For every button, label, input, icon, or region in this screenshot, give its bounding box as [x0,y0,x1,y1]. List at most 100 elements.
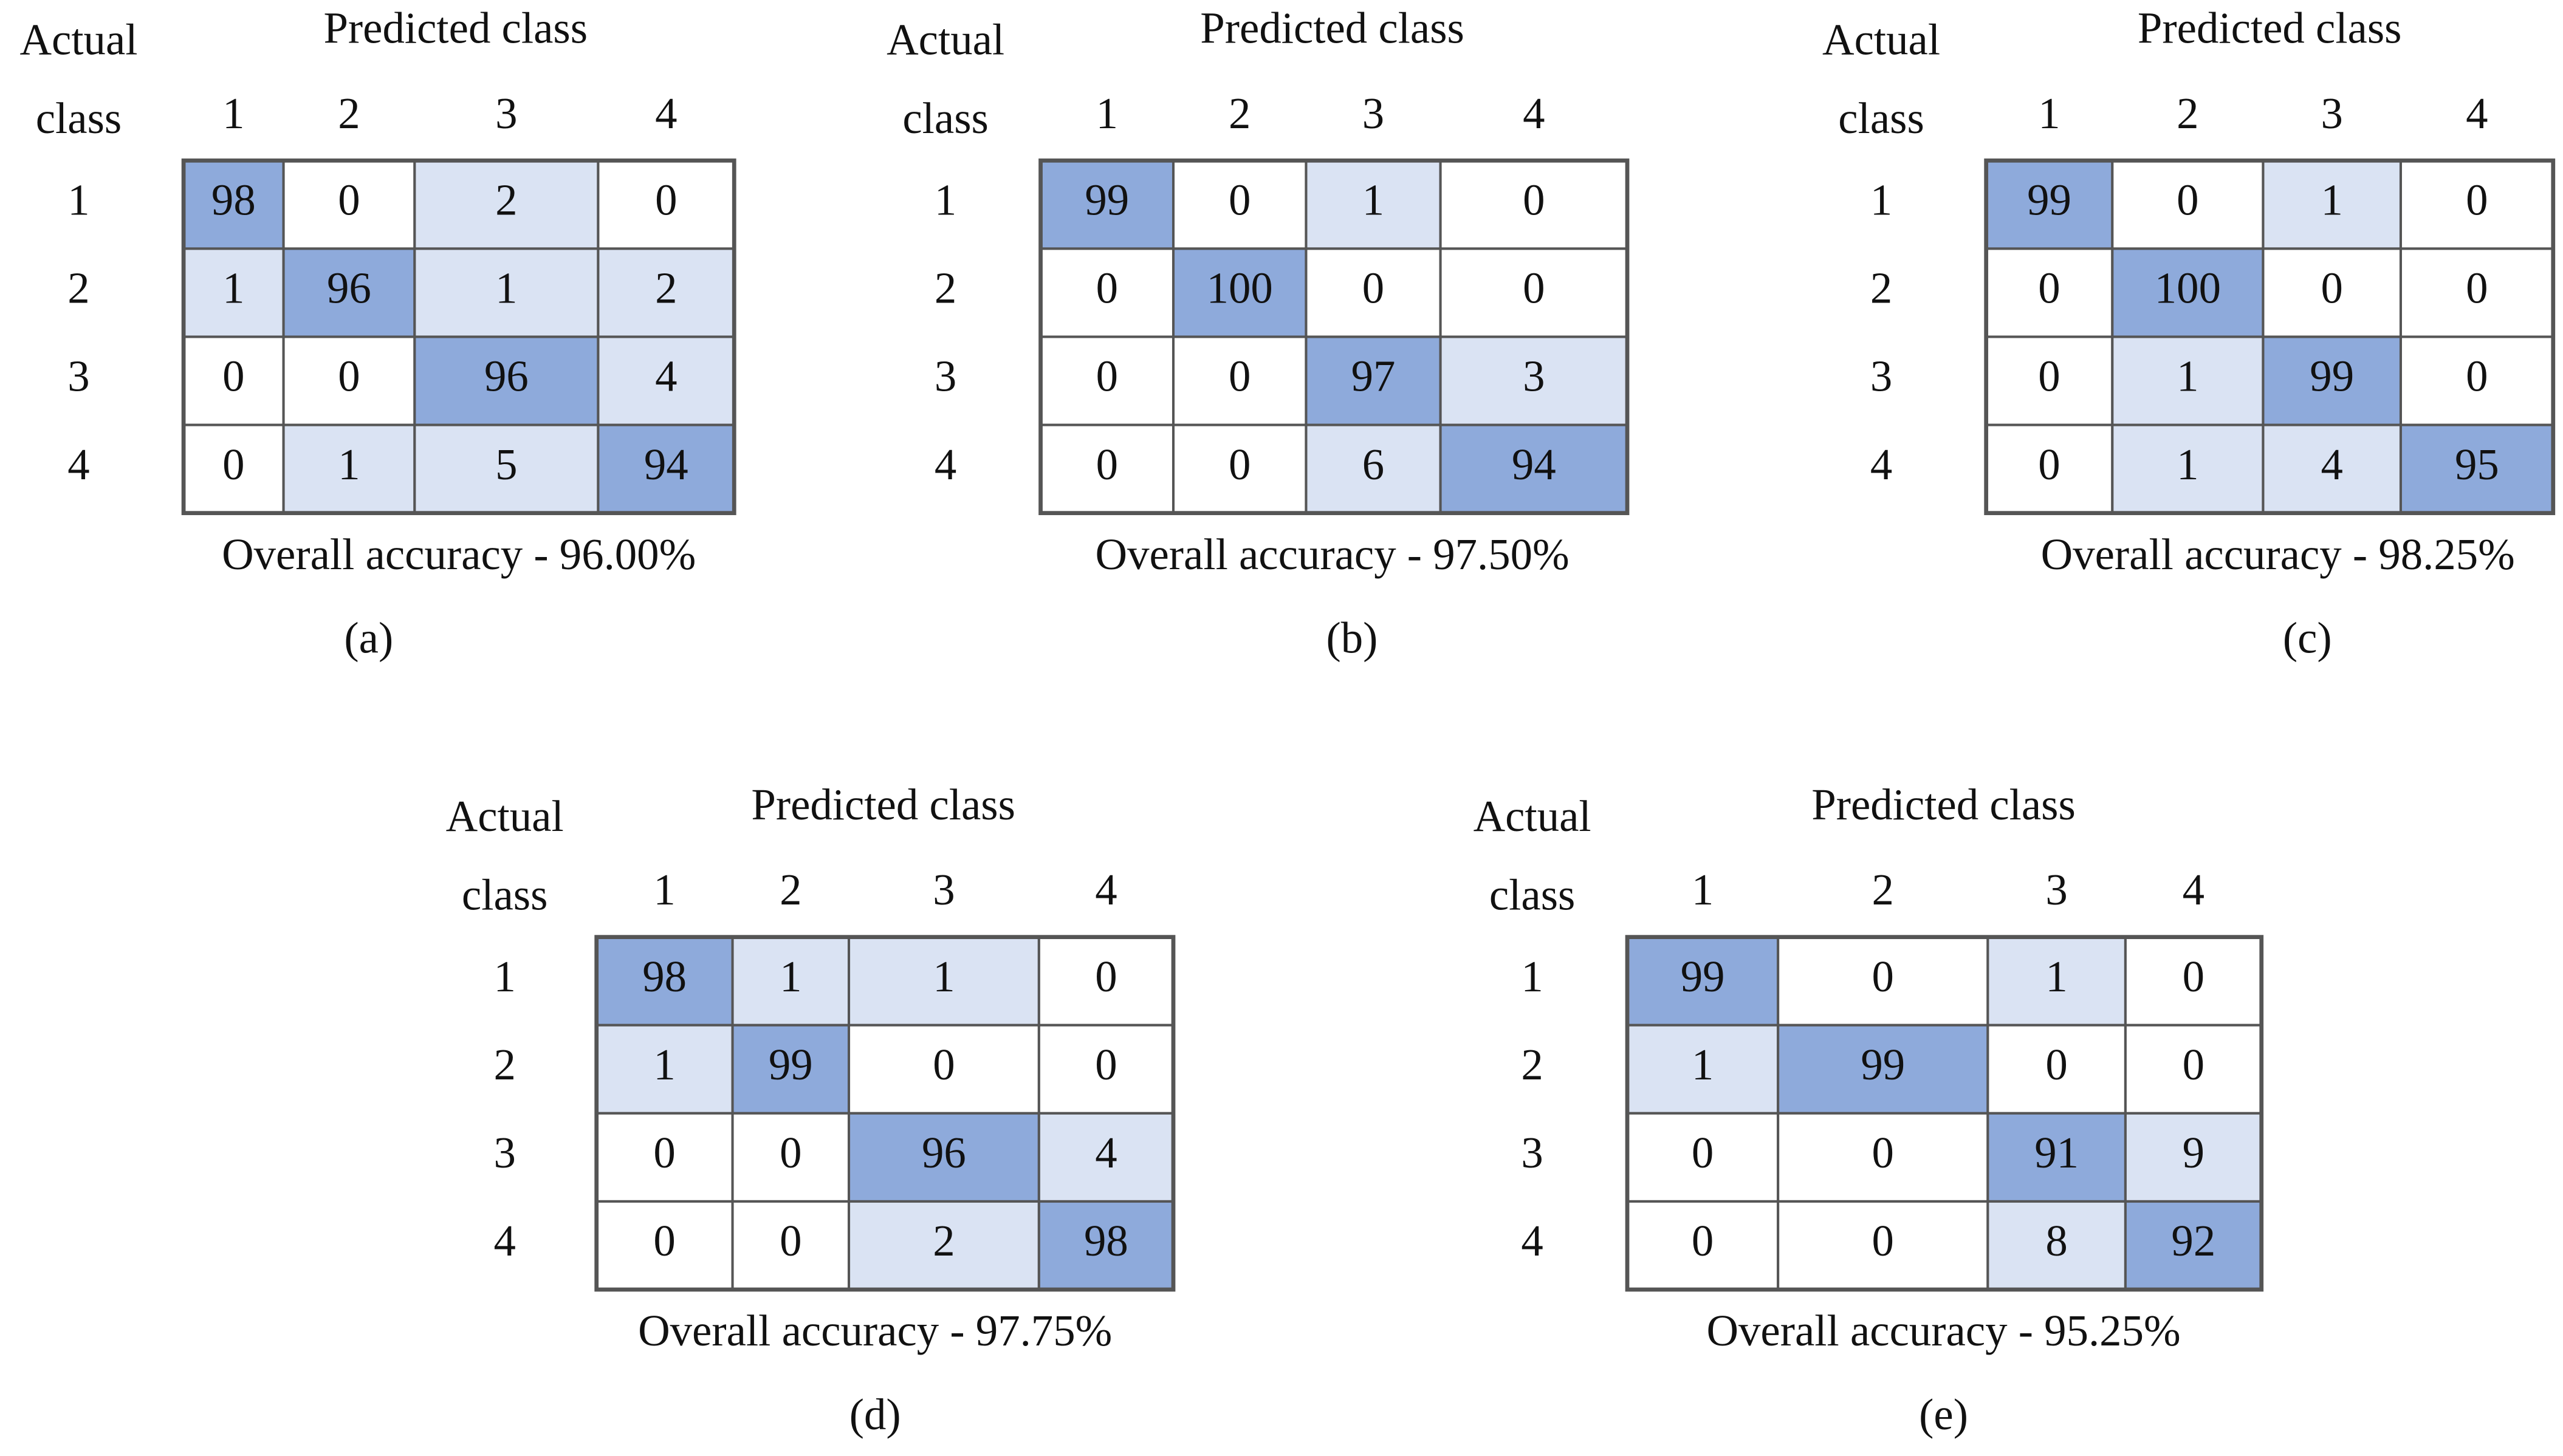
cell-value: 92 [2171,1216,2215,1265]
column-label: 4 [2183,865,2204,914]
cell-value: 1 [653,1040,675,1089]
cell-value: 0 [338,176,360,225]
accuracy: Overall accuracy - 96.00% [222,530,696,579]
column-header: Predicted class [1200,4,1464,53]
cell-value: 1 [2321,176,2343,225]
matrix-border [1625,935,2264,1292]
cell-value: 94 [644,440,688,489]
matrix-cell [1626,1112,1780,1203]
matrix-cell [1037,1112,1175,1203]
cell-value: 0 [2038,264,2060,313]
matrix-cell [1986,935,2127,1027]
matrix-cell [1626,935,1780,1027]
cell-value: 0 [2045,1040,2067,1089]
column-label: 2 [1872,865,1894,914]
row-header: Actual [1474,791,1591,841]
row-header: class [462,870,548,919]
cell-value: 0 [1872,1128,1894,1177]
row-label: 1 [1521,952,1543,1001]
cell-value: 0 [780,1128,801,1177]
matrix-cell [2124,1112,2263,1203]
cell-value: 98 [1084,1216,1128,1265]
cell-value: 1 [2177,440,2198,489]
column-label: 4 [1095,865,1117,914]
cell-value: 1 [1692,1040,1714,1089]
cell-value: 0 [1096,352,1118,401]
cell-value: 0 [780,1216,801,1265]
accuracy: Overall accuracy - 97.75% [638,1306,1112,1355]
column-label: 4 [2466,89,2488,138]
matrix-cell [1985,247,2114,338]
cell-value: 1 [1362,176,1384,225]
column-label: 1 [2038,89,2060,138]
matrix-cell [2399,335,2554,426]
matrix-cell [1172,335,1308,426]
row-header: class [1489,870,1576,919]
cell-value: 5 [495,440,517,489]
cell-value: 0 [933,1040,955,1089]
cell-value: 0 [1095,952,1117,1001]
matrix-cell [2262,335,2403,426]
row-label: 2 [1521,1040,1543,1089]
column-label: 2 [338,89,360,138]
matrix-cell [2124,1024,2263,1115]
cell-value: 91 [2034,1128,2079,1177]
matrix-cell [2262,159,2403,250]
cell-value: 98 [211,176,256,225]
matrix-cell [1986,1200,2127,1291]
cell-value: 1 [2045,952,2067,1001]
column-header: Predicted class [751,780,1015,829]
column-label: 1 [1692,865,1714,914]
matrix-cell [597,247,736,338]
cell-value: 0 [1096,440,1118,489]
cell-value: 0 [2038,440,2060,489]
column-label: 1 [1096,89,1118,138]
row-header: Actual [887,15,1004,64]
column-label: 4 [1523,89,1545,138]
column-label: 2 [1229,89,1251,138]
matrix-cell [282,247,416,338]
matrix-cell [731,1200,851,1291]
row-label: 2 [493,1040,515,1089]
row-label: 2 [1870,264,1892,313]
cell-value: 1 [338,440,360,489]
matrix-cell [597,423,736,514]
cell-value: 96 [484,352,529,401]
matrix-border [594,935,1176,1292]
cell-value: 99 [1681,952,1725,1001]
cell-value: 0 [222,352,244,401]
cell-value: 1 [933,952,955,1001]
row-label: 3 [1870,352,1892,401]
cell-value: 98 [642,952,687,1001]
matrix-border [1984,158,2556,516]
column-label: 2 [2177,89,2198,138]
cell-value: 0 [2038,352,2060,401]
cell-value: 0 [1362,264,1384,313]
cell-value: 99 [2027,176,2071,225]
cell-value: 6 [1362,440,1384,489]
column-label: 3 [2321,89,2343,138]
cell-value: 99 [2310,352,2354,401]
row-label: 4 [935,440,956,489]
cell-value: 4 [655,352,677,401]
row-header: class [1838,94,1924,143]
matrix-cell [2111,247,2265,338]
cell-value: 0 [1096,264,1118,313]
cell-value: 0 [1872,1216,1894,1265]
column-label: 4 [655,89,677,138]
accuracy: Overall accuracy - 95.25% [1706,1306,2180,1355]
row-label: 3 [1521,1128,1543,1177]
cell-value: 99 [1085,176,1129,225]
cell-value: 97 [1351,352,1396,401]
matrix-cell [597,335,736,426]
column-label: 2 [780,865,801,914]
cell-value: 0 [2466,264,2488,313]
cell-value: 0 [2466,352,2488,401]
cell-value: 0 [1872,952,1894,1001]
cell-value: 96 [327,264,371,313]
matrix-cell [282,335,416,426]
cell-value: 0 [338,352,360,401]
column-label: 3 [1362,89,1384,138]
cell-value: 0 [1229,176,1251,225]
